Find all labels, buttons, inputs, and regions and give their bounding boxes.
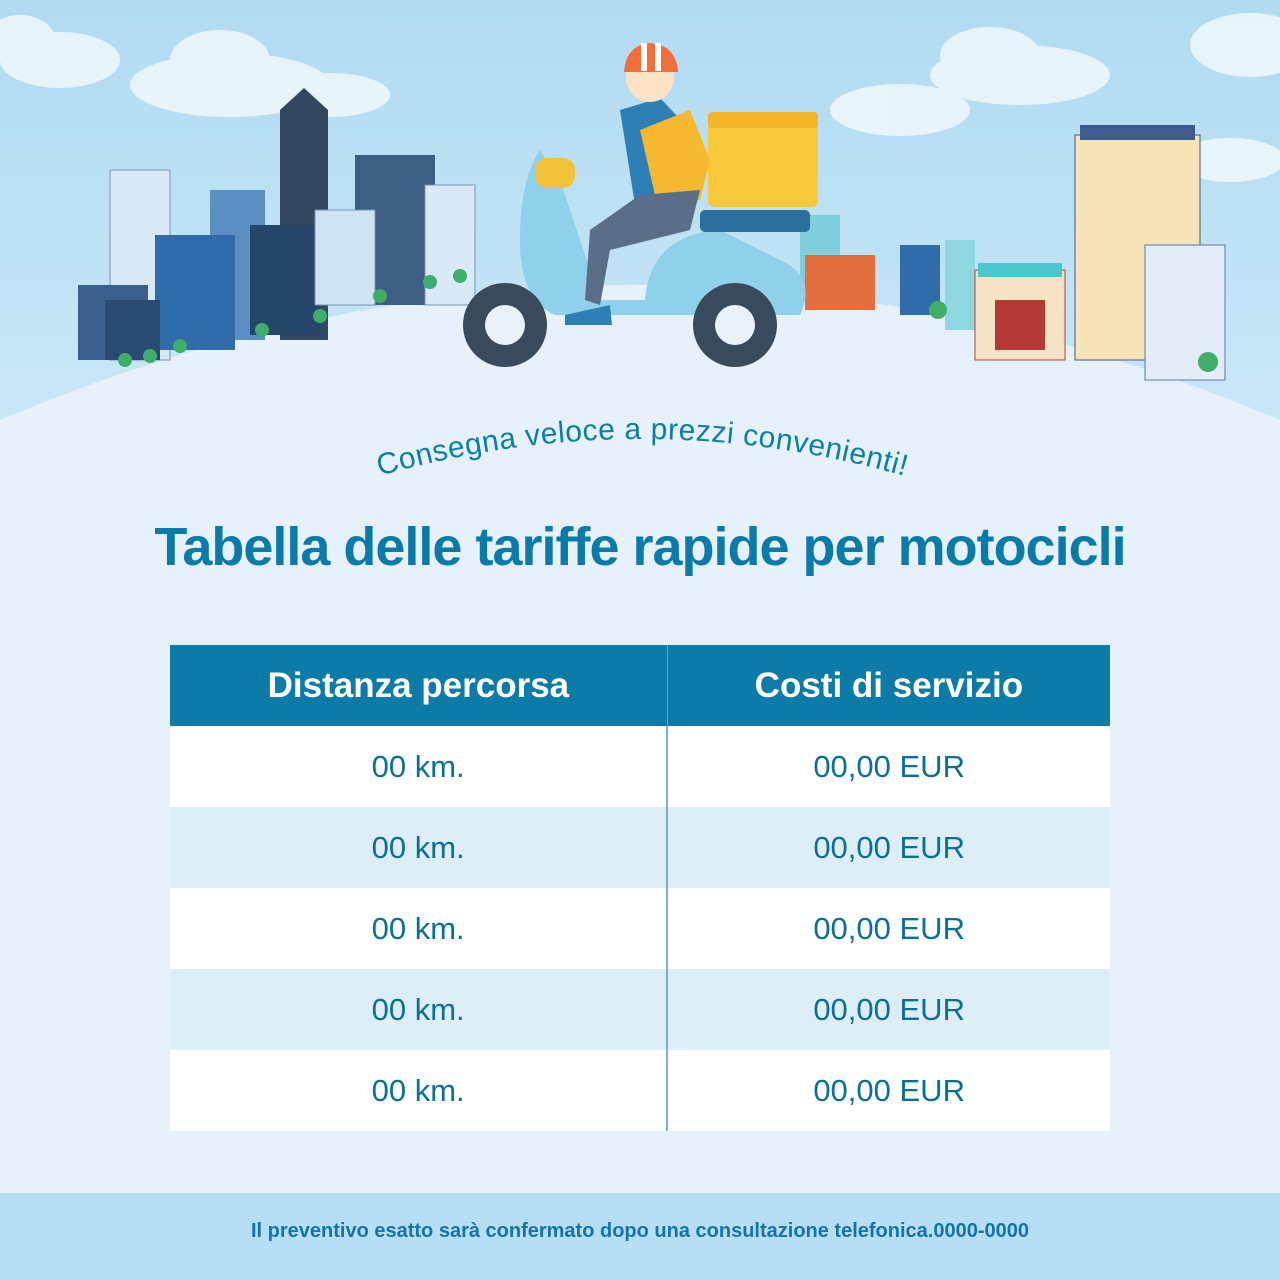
delivery-box-icon — [708, 112, 818, 207]
cost-cell: 00,00 EUR — [666, 969, 1110, 1050]
column-header-distance: Distanza percorsa — [170, 645, 668, 726]
footer-note: Il preventivo esatto sarà confermato dop… — [250, 1220, 1029, 1242]
tree-icon — [929, 301, 1218, 372]
cost-cell: 00,00 EUR — [666, 888, 1110, 969]
table-row: 00 km. 00,00 EUR — [170, 726, 1110, 807]
distance-cell: 00 km. — [170, 888, 668, 969]
cost-cell: 00,00 EUR — [666, 726, 1110, 807]
skyscraper-icon — [78, 88, 476, 361]
tagline: Consegna veloce a prezzi convenienti! — [373, 413, 912, 483]
cost-cell: 00,00 EUR — [666, 807, 1110, 888]
footer-bar: Il preventivo esatto sarà confermato dop… — [0, 1193, 1280, 1280]
table-row: 00 km. 00,00 EUR — [170, 807, 1110, 888]
table-row: 00 km. 00,00 EUR — [170, 969, 1110, 1050]
column-header-cost: Costi di servizio — [666, 645, 1110, 726]
distance-cell: 00 km. — [170, 1050, 668, 1131]
distance-cell: 00 km. — [170, 807, 668, 888]
shop-icon — [800, 125, 1226, 381]
distance-cell: 00 km. — [170, 726, 668, 807]
tree-icon — [118, 269, 467, 367]
cost-cell: 00,00 EUR — [666, 1050, 1110, 1131]
distance-cell: 00 km. — [170, 969, 668, 1050]
page-title: Tabella delle tariffe rapide per motocic… — [154, 517, 1126, 577]
courier-icon — [565, 43, 710, 325]
table-row: 00 km. 00,00 EUR — [170, 888, 1110, 969]
delivery-scooter-icon — [463, 150, 810, 367]
cloud-icon — [0, 13, 1280, 182]
tagline-text: Consegna veloce a prezzi convenienti! — [373, 413, 912, 483]
table-row: 00 km. 00,00 EUR — [170, 1050, 1110, 1131]
table-header-row: Distanza percorsa Costi di servizio — [170, 645, 1110, 726]
rate-table: Distanza percorsa Costi di servizio 00 k… — [170, 645, 1110, 1131]
